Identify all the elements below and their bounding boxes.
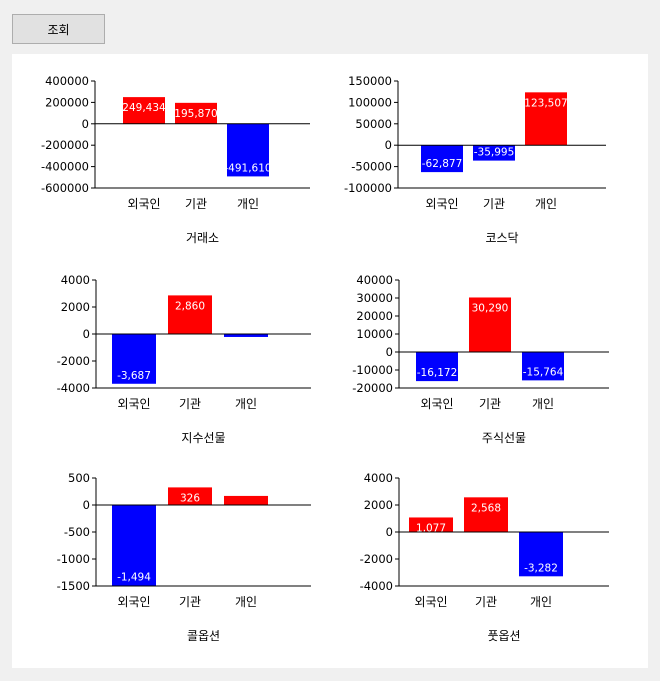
category-label: 기관 bbox=[483, 197, 505, 211]
category-label: 개인 bbox=[532, 397, 554, 411]
query-button[interactable]: 조회 bbox=[12, 14, 105, 44]
chart-title: 지수선물 bbox=[181, 431, 225, 445]
chart-title: 거래소 bbox=[186, 231, 219, 245]
category-label: 기관 bbox=[185, 197, 207, 211]
bar-4-2 bbox=[224, 495, 268, 505]
y-tick-label: 2000 bbox=[61, 300, 90, 314]
y-tick-label: -200000 bbox=[41, 138, 89, 152]
bar-value-label: -35,995 bbox=[474, 147, 515, 159]
bar-0-2 bbox=[227, 123, 269, 177]
bar-3-0 bbox=[416, 352, 458, 382]
bar-3-2 bbox=[522, 352, 564, 381]
y-tick-label: -100000 bbox=[344, 181, 392, 195]
bar-value-label: 195,870 bbox=[174, 108, 217, 120]
bar-4-1 bbox=[168, 487, 212, 505]
bar-value-label: 249,434 bbox=[122, 102, 166, 114]
chart-panel: 249,434 외국인 195,870 기관 -491,610 개인 400000 20000… bbox=[12, 54, 648, 668]
bar-value-label: 326 bbox=[180, 492, 200, 504]
category-label: 외국인 bbox=[414, 595, 447, 609]
y-tick-label: 500 bbox=[68, 471, 90, 485]
chart-title: 콜옵션 bbox=[187, 629, 220, 643]
category-label: 외국인 bbox=[127, 197, 160, 211]
charts-canvas: 249,434외국인195,870기관-491,610개인40000020000… bbox=[41, 74, 609, 643]
bar-0-1 bbox=[175, 102, 217, 124]
bar-5-0 bbox=[409, 517, 453, 532]
y-tick-label: -2000 bbox=[360, 552, 393, 566]
bar-value-label: -15,764 bbox=[523, 366, 564, 378]
category-label: 기관 bbox=[479, 397, 501, 411]
bar-1-1 bbox=[473, 145, 515, 161]
category-label: 개인 bbox=[530, 595, 552, 609]
y-tick-label: 40000 bbox=[356, 273, 393, 287]
category-label: 개인 bbox=[237, 197, 259, 211]
y-tick-label: -20000 bbox=[352, 381, 393, 395]
y-tick-label: -4000 bbox=[360, 579, 393, 593]
chart-title: 코스닥 bbox=[485, 231, 518, 245]
bar-value-label: -1,494 bbox=[117, 572, 151, 584]
bar-2-2 bbox=[224, 334, 268, 337]
y-tick-label: 150000 bbox=[348, 74, 392, 88]
y-tick-label: -2000 bbox=[57, 354, 90, 368]
y-tick-label: 0 bbox=[83, 498, 90, 512]
chart-title: 풋옵션 bbox=[487, 629, 520, 643]
category-label: 기관 bbox=[475, 595, 497, 609]
bar-2-0 bbox=[112, 334, 156, 384]
y-tick-label: -4000 bbox=[57, 381, 90, 395]
bar-2-1 bbox=[168, 295, 212, 334]
bar-value-label: -16,172 bbox=[417, 367, 458, 379]
bar-value-label: 1,077 bbox=[416, 522, 446, 534]
chart-title: 주식선물 bbox=[482, 431, 526, 445]
y-tick-label: 2000 bbox=[364, 498, 393, 512]
y-tick-label: 10000 bbox=[356, 327, 393, 341]
bar-1-2 bbox=[525, 92, 567, 146]
y-tick-label: 4000 bbox=[364, 471, 393, 485]
category-label: 기관 bbox=[179, 397, 201, 411]
bar-3-1 bbox=[469, 297, 511, 352]
y-tick-label: -600000 bbox=[41, 181, 89, 195]
category-label: 개인 bbox=[535, 197, 557, 211]
category-label: 외국인 bbox=[117, 397, 150, 411]
y-tick-label: -500 bbox=[64, 525, 90, 539]
category-label: 기관 bbox=[179, 595, 201, 609]
bar-5-2 bbox=[519, 532, 563, 577]
y-tick-label: 0 bbox=[82, 117, 89, 131]
bar-value-label: 2,860 bbox=[175, 300, 205, 312]
bar-value-label: -3,282 bbox=[524, 562, 558, 574]
y-tick-label: -10000 bbox=[352, 363, 393, 377]
y-tick-label: 0 bbox=[83, 327, 90, 341]
category-label: 외국인 bbox=[420, 397, 453, 411]
y-tick-label: 0 bbox=[386, 525, 393, 539]
y-tick-label: 100000 bbox=[348, 95, 392, 109]
y-tick-label: 0 bbox=[386, 345, 393, 359]
bar-4-0 bbox=[112, 505, 156, 586]
bar-value-label: 30,290 bbox=[472, 302, 509, 314]
bar-value-label: -62,877 bbox=[422, 158, 463, 170]
category-label: 개인 bbox=[235, 397, 257, 411]
y-tick-label: -1000 bbox=[57, 552, 90, 566]
y-tick-label: 400000 bbox=[45, 74, 89, 88]
y-tick-label: -400000 bbox=[41, 160, 89, 174]
y-tick-label: 20000 bbox=[356, 309, 393, 323]
y-tick-label: 50000 bbox=[355, 117, 392, 131]
y-tick-label: -50000 bbox=[351, 160, 392, 174]
y-tick-label: 4000 bbox=[61, 273, 90, 287]
bar-5-1 bbox=[464, 497, 508, 532]
bar-value-label: 2,568 bbox=[471, 502, 501, 514]
bar-value-label: -3,687 bbox=[117, 370, 151, 382]
bar-1-0 bbox=[421, 145, 463, 173]
category-label: 외국인 bbox=[117, 595, 150, 609]
bar-0-0 bbox=[123, 97, 165, 124]
category-label: 개인 bbox=[235, 595, 257, 609]
bar-value-label: -491,610 bbox=[224, 162, 271, 174]
bar-value-label: 123,507 bbox=[524, 97, 567, 109]
y-tick-label: 200000 bbox=[45, 95, 89, 109]
y-tick-label: 0 bbox=[385, 138, 392, 152]
category-label: 외국인 bbox=[425, 197, 458, 211]
y-tick-label: 30000 bbox=[356, 291, 393, 305]
y-tick-label: -1500 bbox=[57, 579, 90, 593]
